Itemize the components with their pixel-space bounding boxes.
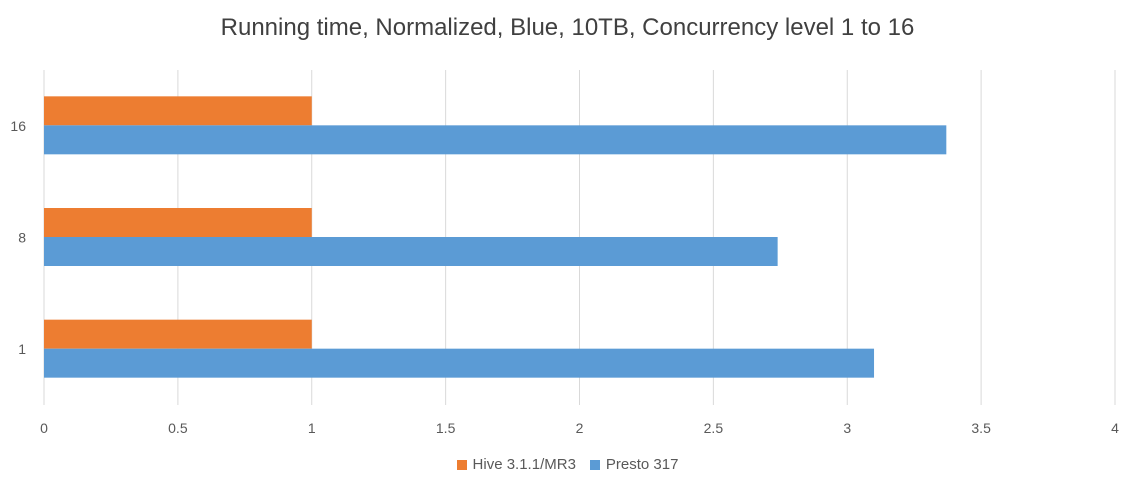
x-tick-label: 1 xyxy=(308,420,316,436)
axis-labels: 0 0.5 1 1.5 2 2.5 3 3.5 4 1 8 16 xyxy=(10,118,1119,436)
bar-presto-16 xyxy=(44,125,947,155)
x-tick-label: 1.5 xyxy=(436,420,456,436)
bar-presto-1 xyxy=(44,348,875,378)
x-tick-label: 3 xyxy=(843,420,851,436)
x-tick-label: 2 xyxy=(576,420,584,436)
legend: Hive 3.1.1/MR3 Presto 317 xyxy=(0,456,1135,473)
y-tick-label: 16 xyxy=(10,118,26,134)
bar-hive-1 xyxy=(44,319,312,349)
chart-title: Running time, Normalized, Blue, 10TB, Co… xyxy=(220,14,915,41)
legend-label-hive: Hive 3.1.1/MR3 xyxy=(472,456,576,473)
x-tick-label: 3.5 xyxy=(971,420,991,436)
legend-item-presto: Presto 317 xyxy=(589,456,679,473)
bar-hive-8 xyxy=(44,208,312,237)
legend-item-hive: Hive 3.1.1/MR3 xyxy=(456,456,576,473)
bar-presto-8 xyxy=(44,237,778,266)
legend-swatch-hive xyxy=(456,459,467,470)
legend-swatch-presto xyxy=(589,459,600,470)
x-tick-label: 2.5 xyxy=(704,420,724,436)
y-tick-label: 8 xyxy=(18,230,26,246)
x-tick-label: 0 xyxy=(40,420,48,436)
legend-label-presto: Presto 317 xyxy=(605,456,679,473)
bars xyxy=(44,96,947,378)
y-tick-label: 1 xyxy=(18,341,26,357)
x-tick-label: 0.5 xyxy=(168,420,188,436)
bar-hive-16 xyxy=(44,96,312,126)
x-tick-label: 4 xyxy=(1111,420,1119,436)
